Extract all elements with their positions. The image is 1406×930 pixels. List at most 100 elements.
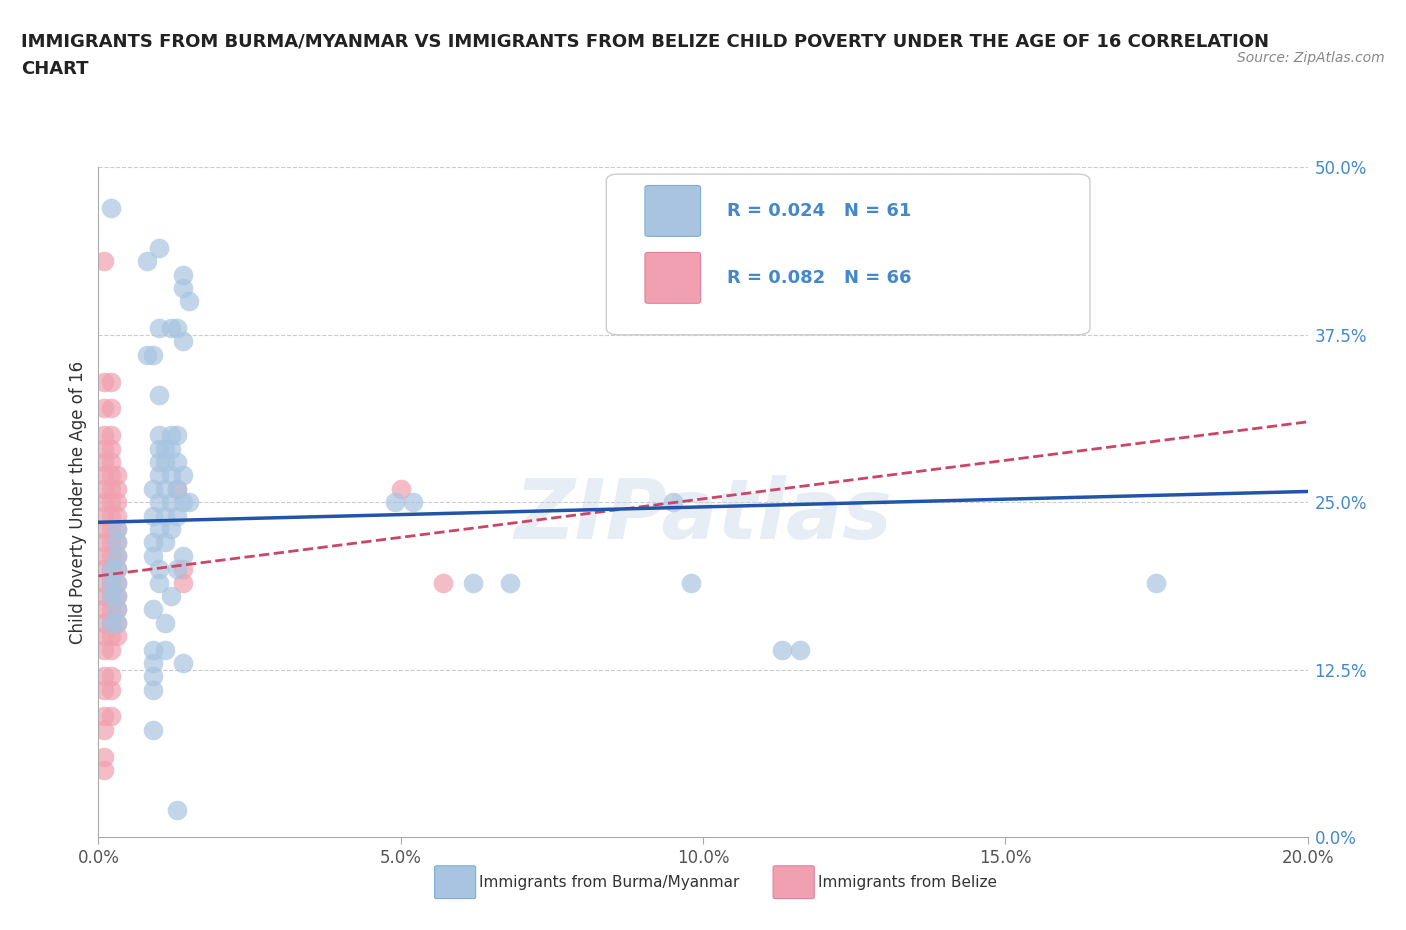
Point (100, 642, 122, 657)
Point (105, 549, 128, 564)
Point (100, 401, 122, 416)
Point (93, 495, 115, 510)
Point (153, 535, 176, 550)
Point (148, 455, 170, 470)
Point (402, 495, 425, 510)
Point (142, 683, 165, 698)
Text: Immigrants from Burma/Myanmar: Immigrants from Burma/Myanmar (479, 875, 740, 890)
Point (100, 575, 122, 590)
Point (93, 709, 115, 724)
Text: R = 0.082   N = 66: R = 0.082 N = 66 (727, 269, 911, 286)
Point (1144, 575, 1167, 590)
Point (100, 709, 122, 724)
Point (148, 428, 170, 443)
Point (105, 508, 128, 523)
Point (93, 629, 115, 644)
Point (142, 669, 165, 684)
Point (172, 562, 194, 577)
Point (166, 508, 188, 523)
Point (172, 656, 194, 671)
Point (100, 522, 122, 537)
Point (148, 321, 170, 336)
Point (148, 522, 170, 537)
Point (142, 642, 165, 657)
Point (93, 750, 115, 764)
Point (100, 602, 122, 617)
Point (148, 495, 170, 510)
Point (142, 482, 165, 497)
Point (100, 616, 122, 631)
Point (384, 495, 406, 510)
Point (105, 549, 128, 564)
FancyBboxPatch shape (773, 866, 814, 898)
FancyBboxPatch shape (606, 174, 1090, 335)
Text: Source: ZipAtlas.com: Source: ZipAtlas.com (1237, 51, 1385, 65)
Point (93, 522, 115, 537)
Point (93, 723, 115, 737)
Point (498, 575, 520, 590)
Point (172, 468, 194, 483)
Point (661, 495, 683, 510)
FancyBboxPatch shape (645, 252, 700, 303)
Point (160, 468, 183, 483)
Point (179, 294, 201, 309)
Point (93, 482, 115, 497)
Point (93, 455, 115, 470)
Point (160, 321, 183, 336)
Point (100, 508, 122, 523)
Point (770, 642, 793, 657)
Point (142, 508, 165, 523)
Point (105, 535, 128, 550)
Point (172, 495, 194, 510)
Point (166, 428, 188, 443)
Point (148, 468, 170, 483)
Point (179, 495, 201, 510)
Point (93, 508, 115, 523)
Point (142, 656, 165, 671)
Text: ZIPatlas: ZIPatlas (515, 475, 891, 556)
Point (148, 575, 170, 590)
Point (389, 482, 412, 497)
Point (160, 495, 183, 510)
Point (105, 562, 128, 577)
Point (142, 549, 165, 564)
Point (160, 589, 183, 604)
Point (432, 575, 454, 590)
Point (100, 669, 122, 684)
Point (148, 562, 170, 577)
Point (100, 683, 122, 698)
Point (153, 482, 176, 497)
Point (105, 562, 128, 577)
Point (105, 495, 128, 510)
Point (142, 602, 165, 617)
Point (148, 240, 170, 255)
Point (172, 549, 194, 564)
Point (172, 267, 194, 282)
Point (172, 281, 194, 296)
Point (148, 441, 170, 456)
Point (93, 441, 115, 456)
Point (105, 468, 128, 483)
Point (105, 522, 128, 537)
Point (166, 562, 188, 577)
Point (93, 616, 115, 631)
Point (100, 200, 122, 215)
Point (172, 334, 194, 349)
Point (93, 254, 115, 269)
Point (100, 629, 122, 644)
Point (679, 575, 702, 590)
Point (93, 468, 115, 483)
Point (142, 348, 165, 363)
Point (166, 455, 188, 470)
Point (93, 575, 115, 590)
Point (142, 535, 165, 550)
Point (166, 803, 188, 817)
Point (153, 616, 176, 631)
Text: Immigrants from Belize: Immigrants from Belize (818, 875, 997, 890)
Point (100, 589, 122, 604)
Point (105, 589, 128, 604)
Point (100, 562, 122, 577)
Point (160, 428, 183, 443)
Point (105, 575, 128, 590)
Y-axis label: Child Poverty Under the Age of 16: Child Poverty Under the Age of 16 (69, 361, 87, 644)
